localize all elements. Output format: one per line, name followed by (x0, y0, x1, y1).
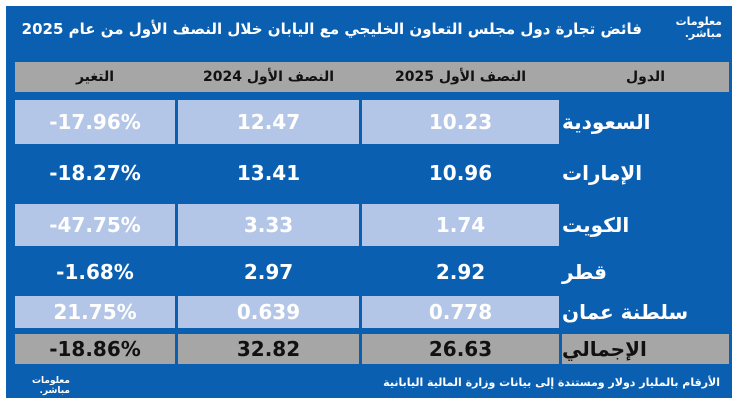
cell-h1-2024: 13.41 (178, 151, 359, 195)
cell-h1-2024: 0.639 (178, 296, 359, 328)
cell-country: قطر (562, 252, 729, 292)
cell-h1-2025: 1.74 (362, 204, 559, 246)
cell-h1-2025: 0.778 (362, 296, 559, 328)
cell-h1-2025: 26.63 (362, 334, 559, 364)
header-change: التغير (75, 69, 115, 85)
table-header-row: التغير النصف الأول 2024 النصف الأول 2025… (15, 62, 729, 92)
table-row: 21.75% 0.639 0.778 سلطنة عمان (15, 296, 729, 328)
page-title: فائض تجارة دول مجلس التعاون الخليجي مع ا… (21, 20, 642, 38)
table-row: -47.75% 3.33 1.74 الكويت (15, 204, 729, 246)
cell-change: -18.27% (15, 151, 175, 195)
logo-line1: معلومات (675, 15, 722, 28)
header-country: الدول (562, 62, 729, 92)
footer-logo-line2: مباشر. (39, 386, 70, 396)
header-h1-2024: النصف الأول 2024 (202, 69, 335, 85)
cell-h1-2025: 10.96 (362, 151, 559, 195)
table-row: -18.27% 13.41 10.96 الإمارات (15, 151, 729, 195)
footer-logo-line1: معلومات (32, 376, 70, 386)
logo-line2: مباشر. (684, 27, 722, 40)
cell-country: الإمارات (562, 151, 729, 195)
brand-logo: معلومات مباشر. (676, 16, 722, 40)
cell-h1-2025: 2.92 (362, 252, 559, 292)
cell-change: -47.75% (15, 204, 175, 246)
cell-h1-2024: 2.97 (178, 252, 359, 292)
table-row: -1.68% 2.97 2.92 قطر (15, 252, 729, 292)
cell-change: -17.96% (15, 100, 175, 144)
cell-change: -18.86% (15, 334, 175, 364)
footer-logo: معلومات مباشر. (32, 376, 70, 396)
cell-h1-2024: 12.47 (178, 100, 359, 144)
cell-h1-2024: 32.82 (178, 334, 359, 364)
cell-h1-2024: 3.33 (178, 204, 359, 246)
header-bar: فائض تجارة دول مجلس التعاون الخليجي مع ا… (6, 6, 732, 54)
table-total-row: -18.86% 32.82 26.63 الإجمالي (15, 334, 729, 364)
cell-h1-2025: 10.23 (362, 100, 559, 144)
cell-change: 21.75% (15, 296, 175, 328)
cell-change: -1.68% (15, 252, 175, 292)
cell-country: الكويت (562, 204, 729, 246)
infographic-frame: فائض تجارة دول مجلس التعاون الخليجي مع ا… (6, 6, 732, 398)
source-footnote: الأرقام بالمليار دولار ومستندة إلى بيانا… (383, 376, 720, 389)
cell-country: السعودية (562, 100, 729, 144)
table-row: -17.96% 12.47 10.23 السعودية (15, 100, 729, 144)
cell-country: سلطنة عمان (562, 296, 729, 328)
header-h1-2025: النصف الأول 2025 (394, 69, 527, 85)
cell-country: الإجمالي (562, 334, 729, 364)
